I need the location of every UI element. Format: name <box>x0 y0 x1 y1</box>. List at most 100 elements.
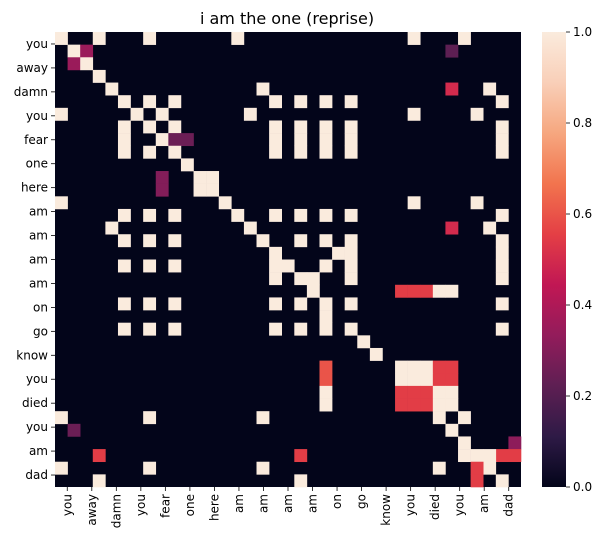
heatmap-cell <box>206 183 220 197</box>
row-tick-label: am <box>29 229 48 243</box>
column-tick-label: one <box>183 494 197 516</box>
column-tick-label: died <box>428 494 442 520</box>
heatmap-cell <box>294 133 308 147</box>
heatmap-cell <box>130 107 144 121</box>
row-tick-label: am <box>29 444 48 458</box>
heatmap-cell <box>495 297 509 311</box>
heatmap-cell <box>269 297 282 311</box>
row-tick-label: away <box>16 61 48 75</box>
heatmap-cell <box>105 82 119 96</box>
heatmap-cell <box>67 44 81 58</box>
heatmap-cell <box>344 234 358 248</box>
heatmap-cell <box>495 208 509 222</box>
heatmap-cell <box>180 158 194 172</box>
heatmap-cell <box>432 411 446 425</box>
heatmap-cell <box>483 461 497 475</box>
heatmap-cell <box>143 120 157 134</box>
column-tick-label: am <box>256 494 270 513</box>
heatmap-cell <box>80 57 94 71</box>
heatmap-cell <box>294 322 308 336</box>
column-tick-label: damn <box>109 494 123 528</box>
heatmap-cell <box>495 322 509 336</box>
heatmap-cell <box>294 145 308 159</box>
row-tick-label: dad <box>25 468 48 482</box>
heatmap-cell <box>117 120 131 134</box>
heatmap-cell <box>117 208 131 222</box>
column-tick-label: am <box>477 494 491 513</box>
heatmap-cell <box>395 385 408 399</box>
heatmap-cell <box>483 82 497 96</box>
heatmap-cell <box>168 208 182 222</box>
heatmap-cell <box>319 297 333 311</box>
heatmap-cell <box>344 322 358 336</box>
heatmap-cell <box>344 208 358 222</box>
heatmap-cell <box>395 373 408 387</box>
heatmap-cell <box>218 196 232 210</box>
heatmap-cell <box>395 398 408 412</box>
row-tick-label: am <box>29 276 48 290</box>
colorbar-tick-label: 0.2 <box>573 389 592 403</box>
heatmap-cell <box>243 221 257 235</box>
colorbar-tick-label: 0.0 <box>573 480 592 494</box>
heatmap-cell <box>432 385 446 399</box>
heatmap-cell <box>344 246 358 260</box>
heatmap-cell <box>67 57 81 71</box>
column-tick-label: am <box>281 494 295 513</box>
heatmap-cell <box>495 259 509 273</box>
heatmap-cell <box>294 120 308 134</box>
heatmap-cell <box>407 373 421 387</box>
row-tick-labels: you away damn you fear one here am am am am on go kno… <box>14 37 55 482</box>
heatmap-cell <box>143 208 157 222</box>
heatmap-cell <box>55 196 68 210</box>
heatmap-cell <box>269 208 282 222</box>
heatmap-cell <box>294 208 308 222</box>
heatmap-cell <box>55 411 68 425</box>
heatmap-cell <box>407 32 421 45</box>
heatmap-cell <box>168 133 182 147</box>
row-tick-label: on <box>33 300 48 314</box>
heatmap-cell <box>294 297 308 311</box>
row-tick-label: one <box>26 157 48 171</box>
row-tick-label: go <box>33 324 48 338</box>
heatmap-cell <box>269 145 282 159</box>
heatmap-cell <box>231 208 245 222</box>
heatmap-cell <box>294 234 308 248</box>
heatmap-cell <box>458 411 471 425</box>
heatmap-cell <box>344 95 358 109</box>
heatmap-cell <box>55 107 68 121</box>
row-tick-label: died <box>22 396 48 410</box>
colorbar <box>542 32 566 487</box>
heatmap-cell <box>483 221 497 235</box>
heatmap-cell <box>269 120 282 134</box>
heatmap-cell <box>420 360 434 374</box>
heatmap-cell <box>319 373 333 387</box>
colorbar-ticks: 0.0 0.2 0.4 0.6 0.8 1.0 <box>566 25 592 494</box>
heatmap-cell <box>168 234 182 248</box>
heatmap-cell <box>168 322 182 336</box>
heatmap-cell <box>143 322 157 336</box>
colorbar-tick-label: 1.0 <box>573 25 592 39</box>
heatmap-cell <box>470 474 484 488</box>
heatmap-cell <box>256 411 270 425</box>
heatmap-cell <box>117 259 131 273</box>
heatmap-cell <box>344 120 358 134</box>
heatmap-cell <box>319 234 333 248</box>
heatmap-cell <box>495 474 509 488</box>
heatmap-cell <box>319 385 333 399</box>
heatmap-cell <box>168 95 182 109</box>
heatmap-cell <box>395 360 408 374</box>
chart-title: i am the one (reprise) <box>200 9 374 28</box>
heatmap-cell <box>256 82 270 96</box>
heatmap-cell <box>168 145 182 159</box>
heatmap-cell <box>55 461 68 475</box>
column-tick-label: fear <box>158 494 172 518</box>
heatmap-cell <box>407 385 421 399</box>
heatmap-cell <box>269 133 282 147</box>
row-tick-label: you <box>26 109 48 123</box>
heatmap-cell <box>407 398 421 412</box>
heatmap-cell <box>344 133 358 147</box>
heatmap-cell <box>458 436 471 450</box>
heatmap-cell <box>470 107 484 121</box>
heatmap-cell <box>319 145 333 159</box>
